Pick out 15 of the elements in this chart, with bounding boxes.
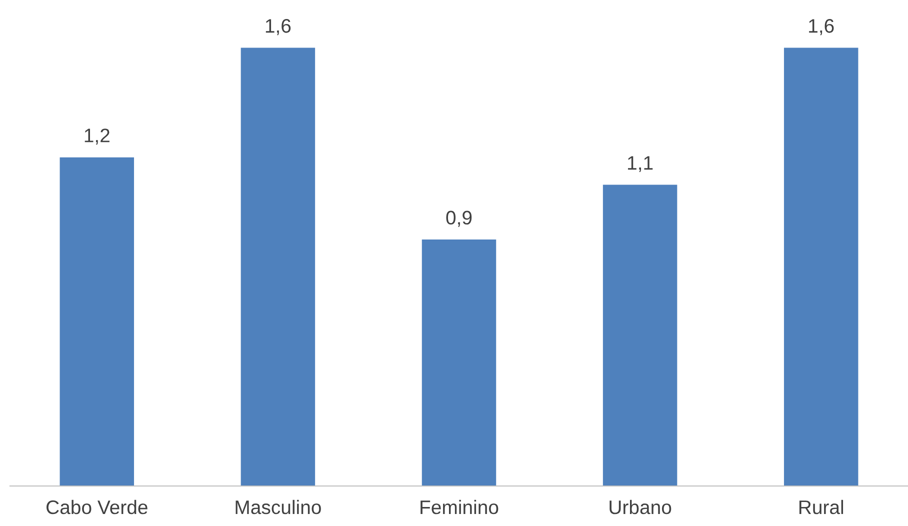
data-label: 0,9 (446, 210, 472, 227)
x-tick-label: Masculino (236, 500, 321, 514)
bar (60, 157, 134, 486)
x-tick-label: Rural (799, 500, 844, 514)
bar (784, 48, 858, 486)
bar (422, 239, 496, 486)
data-label: 1,2 (84, 128, 110, 145)
bar (240, 48, 316, 486)
data-label: 1,6 (266, 19, 291, 36)
bar (602, 184, 678, 486)
x-tick-label: Urbano (610, 500, 672, 514)
data-label: 1,1 (628, 156, 653, 172)
x-tick-label: Feminino (420, 500, 498, 514)
x-tick-label: Cabo Verde (46, 500, 148, 514)
data-label: 1,6 (809, 19, 834, 36)
